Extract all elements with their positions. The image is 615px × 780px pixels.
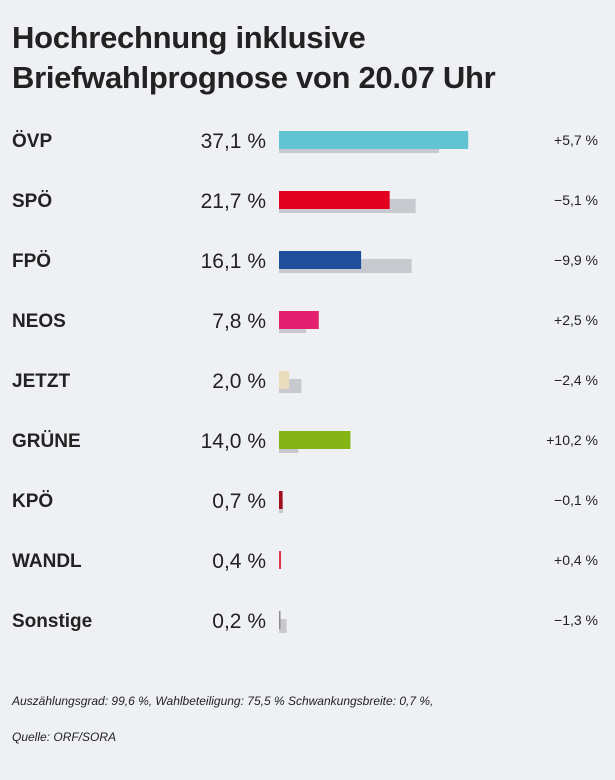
change-label: −1,3 %: [554, 612, 598, 628]
value-label: 0,4 %: [212, 550, 266, 573]
value-label: 37,1 %: [201, 130, 266, 153]
change-label: −9,9 %: [554, 252, 598, 268]
value-label: 2,0 %: [212, 370, 266, 393]
result-bar: [279, 431, 351, 449]
previous-bar: [279, 619, 287, 633]
party-label: ÖVP: [12, 131, 52, 152]
result-bar: [279, 551, 282, 569]
footer-source: Quelle: ORF/SORA: [12, 730, 117, 744]
change-label: +5,7 %: [554, 132, 598, 148]
result-bar: [279, 371, 290, 389]
title-line-1: Hochrechnung inklusive: [12, 20, 366, 55]
footer-stats: Auszählungsgrad: 99,6 %, Wahlbeteiligung…: [12, 694, 434, 708]
value-label: 21,7 %: [201, 190, 266, 213]
change-label: −2,4 %: [554, 372, 598, 388]
party-label: Sonstige: [12, 611, 92, 632]
party-label: NEOS: [12, 311, 66, 332]
value-label: 16,1 %: [201, 250, 266, 273]
value-label: 0,7 %: [212, 490, 266, 513]
result-bar: [279, 611, 281, 629]
change-label: +0,4 %: [554, 552, 598, 568]
party-label: GRÜNE: [12, 431, 81, 452]
party-label: SPÖ: [12, 191, 52, 212]
result-bar: [279, 191, 390, 209]
change-label: +10,2 %: [546, 432, 598, 448]
results-bar-chart: ÖVP 37,1 % +5,7 % SPÖ 21,7 % −5,1 % FPÖ 16,1 % −…: [12, 130, 598, 633]
result-bar: [279, 251, 362, 269]
footer: Auszählungsgrad: 99,6 %, Wahlbeteiligung…: [12, 694, 433, 766]
value-label: 14,0 %: [201, 430, 266, 453]
result-bar: [279, 491, 283, 509]
title-line-2: Briefwahlprognose von 20.07 Uhr: [12, 60, 496, 95]
change-label: +2,5 %: [554, 312, 598, 328]
value-label: 7,8 %: [212, 310, 266, 333]
party-label: KPÖ: [12, 491, 53, 512]
change-label: −5,1 %: [554, 192, 598, 208]
value-label: 0,2 %: [212, 610, 266, 633]
party-label: WANDL: [12, 551, 82, 572]
chart-title: Hochrechnung inklusive Briefwahlprognose…: [12, 18, 496, 98]
party-label: JETZT: [12, 371, 70, 392]
party-label: FPÖ: [12, 251, 51, 272]
change-label: −0,1 %: [554, 492, 598, 508]
result-bar: [279, 311, 319, 329]
result-bar: [279, 131, 469, 149]
